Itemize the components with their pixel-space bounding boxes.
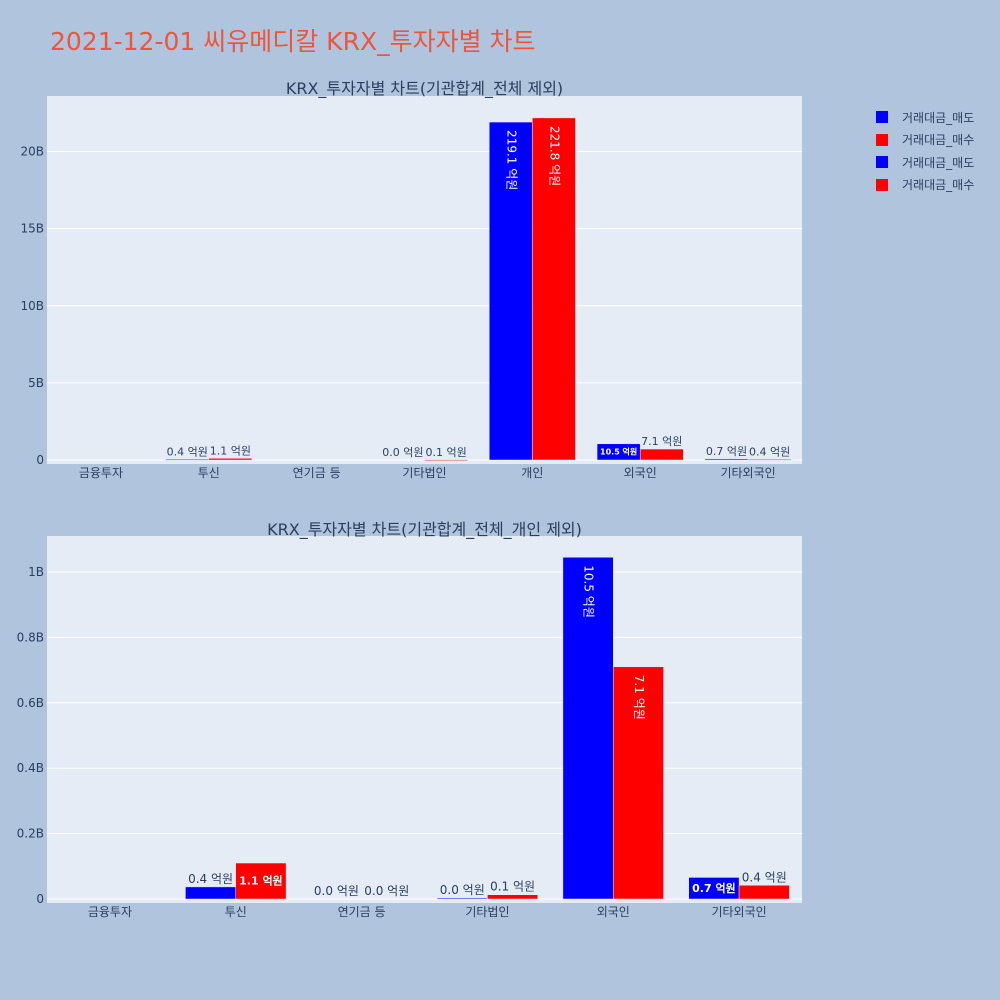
plot-area (47, 536, 802, 903)
bar (424, 459, 468, 461)
legend-item[interactable]: 거래대금_매수 (876, 174, 974, 197)
y-tick-label: 0 (36, 892, 44, 906)
data-label: 1.1 억원 (210, 444, 251, 457)
bar (235, 862, 287, 900)
bar (562, 557, 614, 900)
y-tick-label: 10B (20, 299, 44, 313)
legend-label: 거래대금_매도 (902, 110, 975, 125)
subplot-title: KRX_투자자별 차트(기관합계_전체 제외) (286, 79, 563, 99)
x-tick-label: 기타법인 (465, 905, 509, 919)
y-tick-label: 0.6B (17, 696, 44, 710)
x-tick-label: 투신 (225, 905, 247, 919)
bar (747, 459, 792, 461)
x-tick-label: 투신 (198, 466, 220, 480)
data-label: 0.4 억원 (742, 870, 787, 884)
data-label: 10.5 억원 (582, 565, 596, 618)
bar (488, 121, 533, 461)
page-title: 2021-12-01 씨유메디칼 KRX_투자자별 차트 (50, 27, 536, 56)
bar (639, 448, 684, 461)
x-tick-label: 개인 (521, 466, 543, 480)
y-tick-label: 0.2B (17, 827, 44, 841)
legend-label: 거래대금_매도 (902, 155, 975, 170)
data-label: 0.1 억원 (490, 880, 535, 894)
x-tick-label: 기타외국인 (711, 905, 766, 919)
bar (532, 117, 576, 461)
legend-swatch (876, 178, 888, 191)
data-label: 0.0 억원 (382, 446, 423, 459)
y-tick-label: 20B (20, 145, 44, 159)
data-label: 0.4 억원 (749, 445, 790, 458)
data-label: 0.7 억원 (692, 881, 736, 895)
y-tick-label: 5B (28, 376, 44, 390)
y-tick-label: 15B (20, 222, 44, 236)
legend-swatch (876, 156, 888, 169)
data-label: 0.4 억원 (167, 445, 208, 458)
x-tick-label: 연기금 등 (338, 905, 386, 919)
subplot-title: KRX_투자자별 차트(기관합계_전체_개인 제외) (267, 520, 582, 540)
bar (487, 894, 538, 900)
bar (165, 459, 210, 461)
data-label: 0.0 억원 (440, 883, 485, 897)
legend-swatch (876, 133, 888, 146)
x-tick-label: 기타법인 (402, 466, 446, 480)
bar (208, 458, 253, 461)
data-label: 10.5 억원 (600, 447, 637, 457)
legend-label: 거래대금_매수 (902, 178, 975, 193)
bar (704, 458, 749, 461)
data-label: 0.4 억원 (188, 872, 233, 886)
plot-area (47, 96, 802, 464)
data-label: 221.8 억원 (547, 126, 561, 186)
x-tick-label: 금융투자 (79, 466, 123, 480)
x-tick-label: 연기금 등 (293, 466, 341, 480)
data-label: 1.1 억원 (239, 874, 283, 888)
data-label: 7.1 억원 (641, 435, 682, 448)
data-label: 0.1 억원 (425, 446, 466, 459)
legend-item[interactable]: 거래대금_매도 (876, 106, 974, 129)
y-tick-label: 0.4B (17, 761, 44, 775)
bar (613, 666, 664, 900)
data-label: 7.1 억원 (632, 675, 646, 720)
data-label: 219.1 억원 (504, 130, 518, 190)
y-tick-label: 1B (28, 565, 44, 579)
legend-item[interactable]: 거래대금_매도 (876, 151, 974, 174)
bar (436, 897, 488, 900)
data-label: 0.0 억원 (364, 884, 409, 898)
y-tick-label: 0.8B (17, 630, 44, 644)
y-tick-label: 0 (36, 453, 44, 467)
legend-swatch (876, 111, 888, 124)
bar (738, 885, 790, 900)
x-tick-label: 기타외국인 (720, 466, 775, 480)
legend: 거래대금_매도 거래대금_매수 거래대금_매도 거래대금_매수 (876, 106, 974, 196)
legend-item[interactable]: 거래대금_매수 (876, 129, 974, 152)
x-tick-label: 외국인 (624, 466, 657, 480)
data-label: 0.0 억원 (314, 884, 359, 898)
x-tick-label: 금융투자 (88, 905, 132, 919)
data-label: 0.7 억원 (706, 445, 747, 458)
x-tick-label: 외국인 (597, 905, 630, 919)
legend-label: 거래대금_매수 (902, 133, 975, 148)
bar (185, 886, 237, 900)
